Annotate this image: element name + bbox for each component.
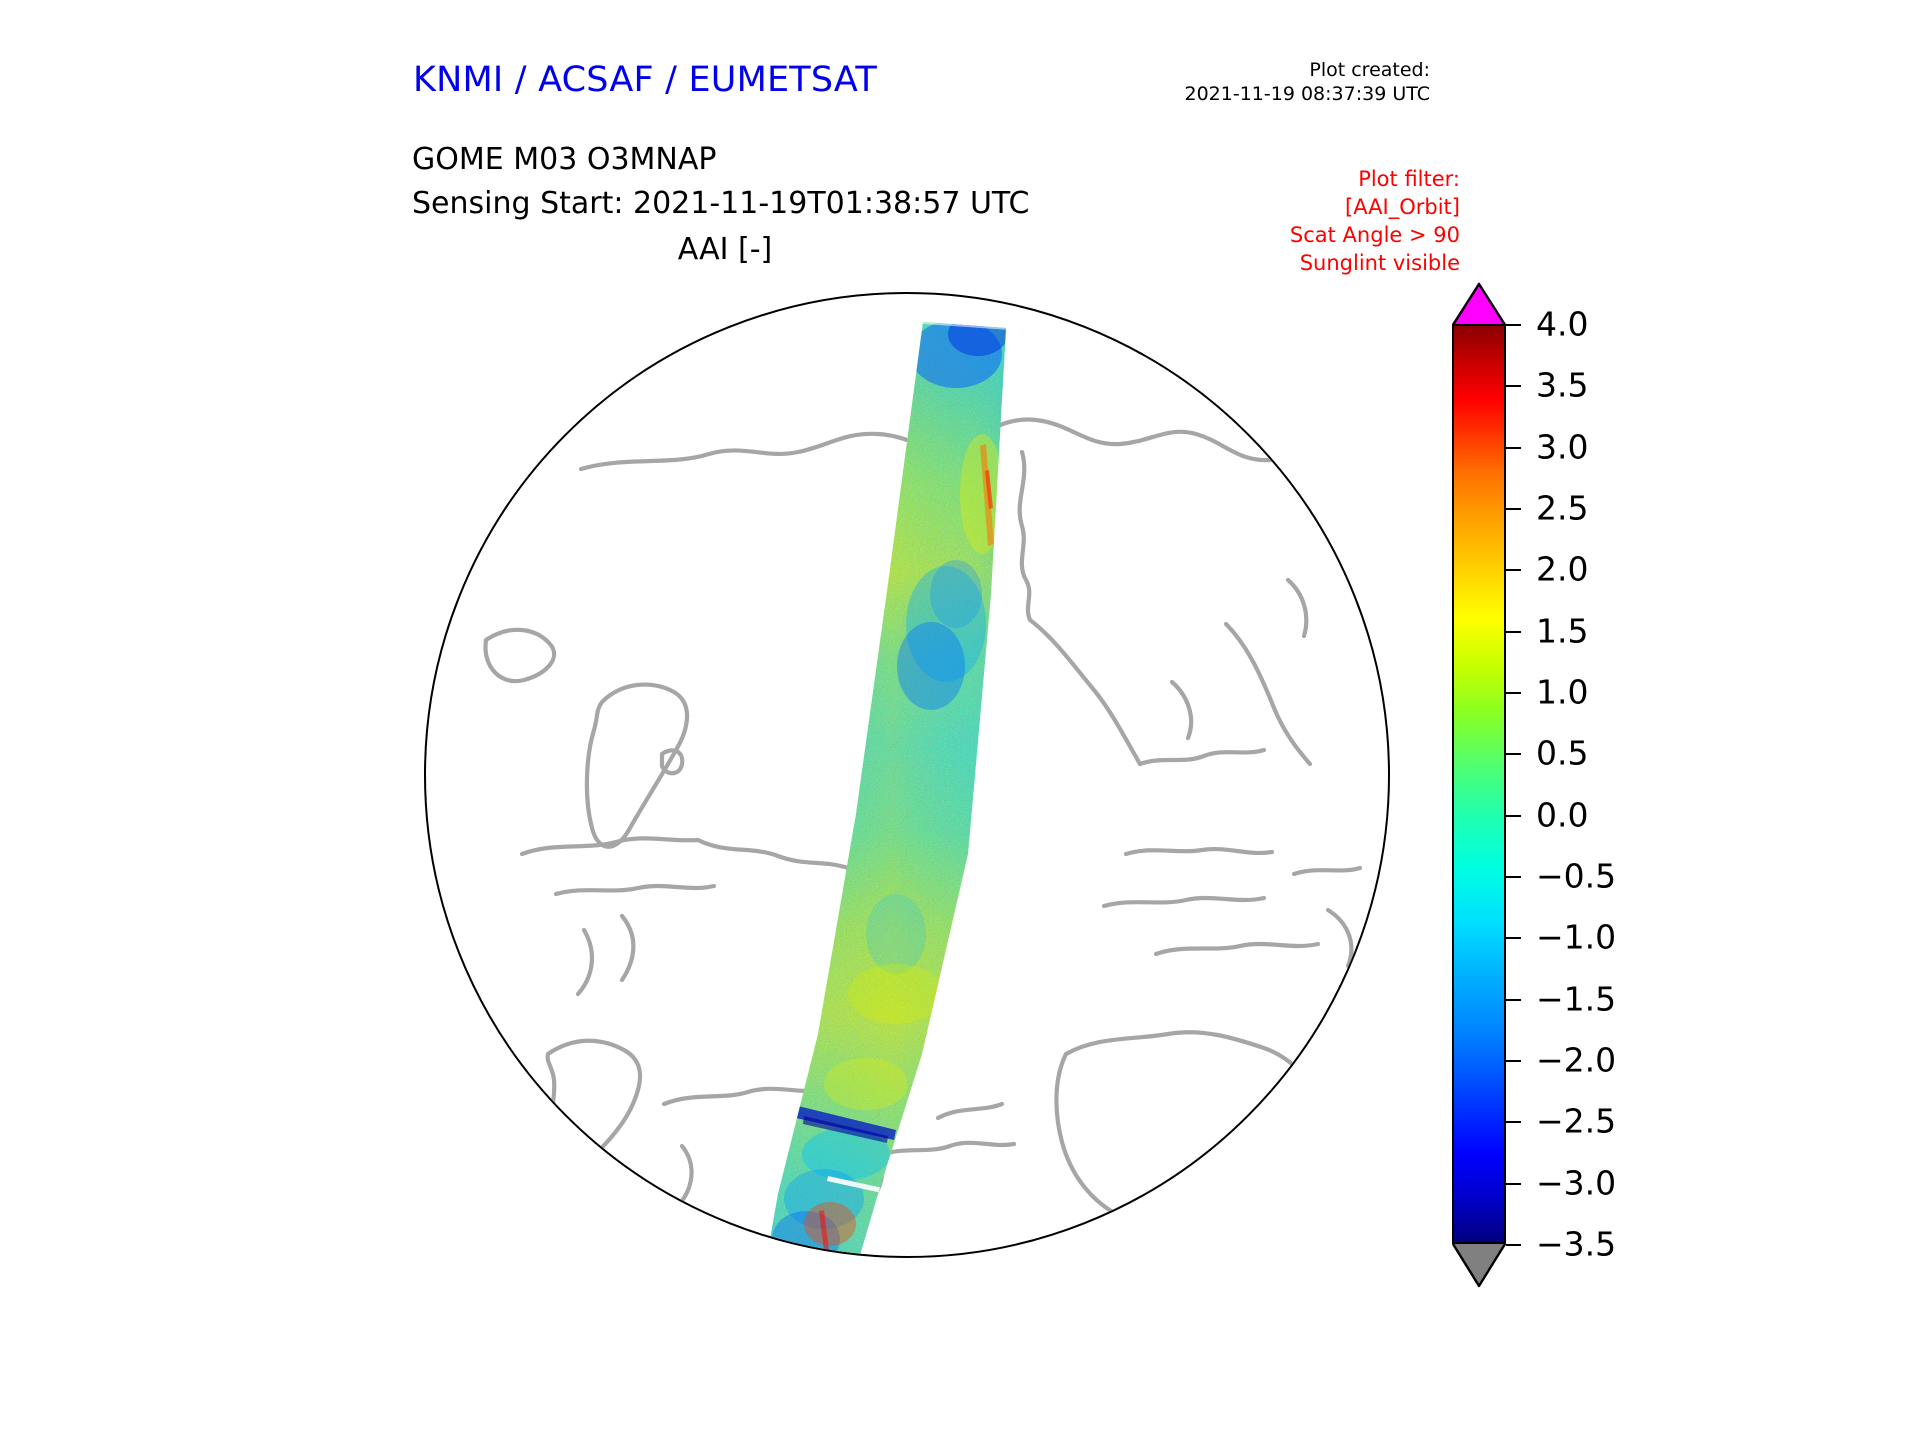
plot-filter-scat-angle: Scat Angle > 90 xyxy=(1289,222,1460,247)
sensing-start-label: Sensing Start: 2021-11-19T01:38:57 UTC xyxy=(412,186,1030,221)
colorbar-under-arrow-outline xyxy=(1452,1243,1507,1288)
globe-panel xyxy=(404,280,1414,1320)
organization-title: KNMI / ACSAF / EUMETSAT xyxy=(413,60,877,100)
plot-filter-heading: Plot filter: xyxy=(1358,167,1460,191)
colorbar-tick-label: 0.5 xyxy=(1536,733,1589,773)
colorbar-tick xyxy=(1506,998,1521,1001)
globe-map-svg xyxy=(483,322,1379,1256)
colorbar-tick-label: −3.0 xyxy=(1536,1163,1617,1203)
colorbar-tick xyxy=(1506,569,1521,572)
colorbar-tick-label: 2.0 xyxy=(1536,549,1589,589)
plot-created-block: Plot created: 2021-11-19 08:37:39 UTC xyxy=(1185,58,1431,107)
plot-created-label: Plot created: xyxy=(1309,59,1430,81)
colorbar-tick-label: 3.0 xyxy=(1536,427,1589,467)
colorbar-tick xyxy=(1506,876,1521,878)
plot-filter-dataset: [AAI_Orbit] xyxy=(1345,194,1460,219)
colorbar-tick xyxy=(1506,814,1521,817)
plot-created-timestamp: 2021-11-19 08:37:39 UTC xyxy=(1184,83,1431,106)
colorbar-tick-label: −0.5 xyxy=(1536,856,1617,896)
colorbar-tick-label: 1.5 xyxy=(1536,611,1589,651)
colorbar-tick xyxy=(1506,1121,1521,1124)
colorbar-tick-label: −2.5 xyxy=(1536,1101,1617,1141)
colorbar-over-arrow xyxy=(1452,282,1506,324)
product-title: GOME M03 O3MNAP xyxy=(412,142,717,177)
colorbar-tick xyxy=(1506,508,1521,510)
colorbar-tick xyxy=(1506,937,1521,940)
colorbar-tick xyxy=(1506,630,1521,633)
colorbar-tick-label: −3.5 xyxy=(1536,1224,1617,1264)
colorbar-under-arrow xyxy=(1452,1244,1506,1286)
colorbar-tick-label: 2.5 xyxy=(1536,488,1589,528)
colorbar-tick-label: 1.0 xyxy=(1536,672,1589,712)
colorbar-tick-label: −1.5 xyxy=(1536,979,1617,1019)
colorbar-tick-label: 4.0 xyxy=(1536,304,1589,344)
colorbar-tick-label: −1.0 xyxy=(1536,917,1617,957)
globe-disc xyxy=(424,292,1390,1258)
quantity-title: AAI [-] xyxy=(677,232,773,267)
colorbar-gradient xyxy=(1452,324,1506,1244)
colorbar-tick xyxy=(1506,385,1521,388)
colorbar-over-arrow-outline xyxy=(1452,282,1507,326)
colorbar-tick-label: 3.5 xyxy=(1536,365,1589,405)
colorbar-tick xyxy=(1506,753,1521,756)
colorbar-tick xyxy=(1506,1244,1521,1246)
colorbar-tick xyxy=(1506,1060,1521,1062)
colorbar-tick-label: −2.0 xyxy=(1536,1040,1617,1080)
colorbar-tick xyxy=(1506,1182,1521,1185)
plot-filter-block: Plot filter: [AAI_Orbit] Scat Angle > 90… xyxy=(1290,166,1460,278)
colorbar-tick xyxy=(1506,446,1521,449)
colorbar-tick xyxy=(1506,692,1521,694)
colorbar-tick-label: 0.0 xyxy=(1536,795,1589,835)
colorbar-tick xyxy=(1506,324,1521,326)
colorbar: 4.0 3.5 3.0 2.5 2.0 1.5 1.0 0.5 0.0 −0.5 −1.0 −1.5 −… xyxy=(1452,282,1772,1342)
plot-filter-sunglint: Sunglint visible xyxy=(1299,250,1460,275)
